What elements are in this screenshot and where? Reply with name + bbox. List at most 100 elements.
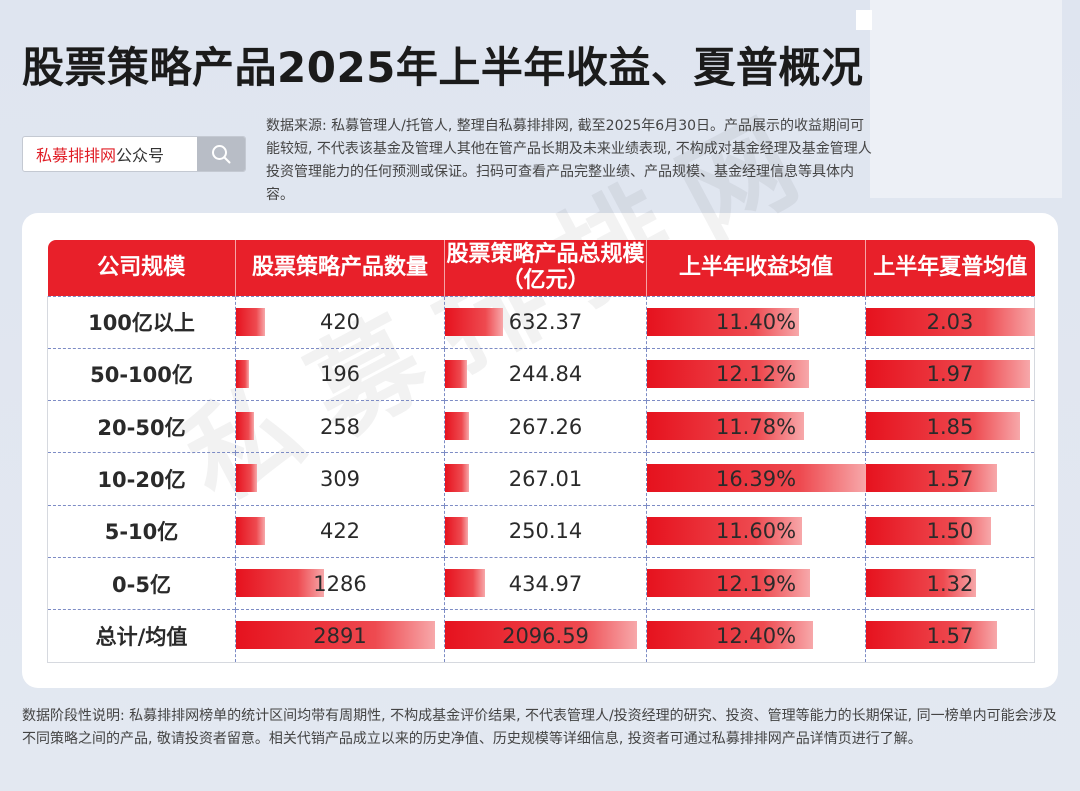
search-brand: 私募排排网 [36, 146, 117, 165]
search-icon [212, 145, 231, 164]
return-mean-cell: 11.60% [646, 504, 866, 558]
table-row: 5-10亿 422 250.14 11.60% 1.50 [47, 504, 1035, 558]
sharpe-mean-value: 1.57 [926, 623, 974, 648]
sharpe-mean-value: 2.03 [926, 310, 974, 335]
sharpe-mean-bar [866, 307, 1035, 336]
product-count-bar [236, 568, 324, 597]
sharpe-mean-bar [866, 359, 1030, 388]
return-mean-cell: 16.39% [646, 452, 866, 506]
row-label: 0-5亿 [47, 556, 236, 610]
header-total-scale: 股票策略产品总规模（亿元） [444, 240, 647, 296]
return-mean-value: 12.19% [715, 571, 797, 596]
product-count-cell: 420 [235, 295, 445, 349]
total-scale-value: 244.84 [508, 362, 583, 387]
sharpe-mean-bar [866, 412, 1020, 441]
product-count-value: 1286 [313, 571, 367, 596]
return-mean-bar [647, 621, 813, 650]
search-suffix: 公众号 [116, 146, 165, 165]
product-count-bar [236, 516, 265, 545]
return-mean-bar [647, 307, 799, 336]
page-title: 股票策略产品2025年上半年收益、夏普概况 [22, 43, 864, 92]
disclaimer-note: 数据阶段性说明: 私募排排网榜单的统计区间均带有周期性, 不构成基金评价结果, … [22, 708, 1057, 747]
sharpe-mean-cell: 1.97 [865, 347, 1035, 401]
row-label: 5-10亿 [47, 504, 236, 558]
sharpe-mean-value: 1.85 [926, 414, 974, 439]
table-row: 0-5亿 1286 434.97 12.19% 1.32 [47, 556, 1035, 610]
total-scale-bar [445, 464, 469, 493]
row-label: 50-100亿 [47, 347, 236, 401]
product-count-value: 420 [319, 310, 361, 335]
sharpe-mean-cell: 2.03 [865, 295, 1035, 349]
sharpe-mean-bar [866, 568, 976, 597]
decorative-panel [870, 0, 1062, 198]
total-scale-cell: 2096.59 [444, 609, 647, 663]
sharpe-mean-bar [866, 621, 997, 650]
header-return-mean: 上半年收益均值 [646, 240, 866, 296]
product-count-bar [236, 464, 257, 493]
return-mean-value: 11.60% [715, 519, 797, 544]
product-count-value: 2891 [313, 623, 367, 648]
table-row: 总计/均值 2891 2096.59 12.40% 1.57 [47, 609, 1035, 663]
sharpe-mean-bar [866, 516, 991, 545]
data-source-text: 数据来源: 私募管理人/托管人, 整理自私募排排网, 截至2025年6月30日。… [266, 118, 872, 203]
return-mean-value: 12.40% [715, 623, 797, 648]
decorative-mark [856, 10, 872, 30]
sharpe-mean-cell: 1.57 [865, 452, 1035, 506]
return-mean-cell: 12.12% [646, 347, 866, 401]
header-company-scale: 公司规模 [47, 240, 236, 296]
sharpe-mean-cell: 1.32 [865, 556, 1035, 610]
product-count-cell: 1286 [235, 556, 445, 610]
sharpe-mean-value: 1.32 [926, 571, 974, 596]
return-mean-bar [647, 464, 866, 493]
total-scale-cell: 434.97 [444, 556, 647, 610]
product-count-value: 196 [319, 362, 361, 387]
search-label: 私募排排网 公众号 [23, 137, 197, 171]
table-row: 50-100亿 196 244.84 12.12% 1.97 [47, 347, 1035, 401]
total-scale-bar [445, 412, 469, 441]
return-mean-value: 12.12% [715, 362, 797, 387]
product-count-bar [236, 621, 435, 650]
row-label: 20-50亿 [47, 400, 236, 453]
total-scale-cell: 267.01 [444, 452, 647, 506]
total-scale-cell: 244.84 [444, 347, 647, 401]
total-scale-bar [445, 359, 467, 388]
sharpe-mean-value: 1.97 [926, 362, 974, 387]
total-scale-value: 2096.59 [502, 623, 589, 648]
return-mean-value: 16.39% [715, 467, 797, 492]
search-button[interactable] [197, 137, 245, 171]
total-scale-bar [445, 307, 503, 336]
sharpe-mean-cell: 1.50 [865, 504, 1035, 558]
product-count-cell: 196 [235, 347, 445, 401]
return-mean-bar [647, 412, 804, 441]
product-count-cell: 258 [235, 400, 445, 453]
sharpe-mean-cell: 1.85 [865, 400, 1035, 453]
row-label: 100亿以上 [47, 295, 236, 349]
total-scale-bar [445, 568, 485, 597]
total-scale-cell: 632.37 [444, 295, 647, 349]
total-scale-value: 434.97 [508, 571, 583, 596]
product-count-bar [236, 307, 265, 336]
return-mean-value: 11.78% [715, 414, 797, 439]
return-mean-bar [647, 516, 802, 545]
total-scale-value: 267.26 [508, 414, 583, 439]
sharpe-mean-cell: 1.57 [865, 609, 1035, 663]
product-count-value: 422 [319, 519, 361, 544]
total-scale-bar [445, 516, 468, 545]
search-box[interactable]: 私募排排网 公众号 [22, 136, 246, 172]
return-mean-cell: 11.78% [646, 400, 866, 453]
header-product-count: 股票策略产品数量 [235, 240, 445, 296]
table-row: 100亿以上 420 632.37 11.40% 2.03 [47, 295, 1035, 349]
sharpe-mean-value: 1.50 [926, 519, 974, 544]
return-mean-value: 11.40% [715, 310, 797, 335]
product-count-value: 309 [319, 467, 361, 492]
total-scale-cell: 250.14 [444, 504, 647, 558]
return-mean-cell: 12.19% [646, 556, 866, 610]
product-count-bar [236, 359, 249, 388]
product-count-cell: 2891 [235, 609, 445, 663]
product-count-cell: 422 [235, 504, 445, 558]
return-mean-bar [647, 359, 809, 388]
return-mean-cell: 12.40% [646, 609, 866, 663]
row-label: 总计/均值 [47, 609, 236, 663]
product-count-value: 258 [319, 414, 361, 439]
product-count-cell: 309 [235, 452, 445, 506]
